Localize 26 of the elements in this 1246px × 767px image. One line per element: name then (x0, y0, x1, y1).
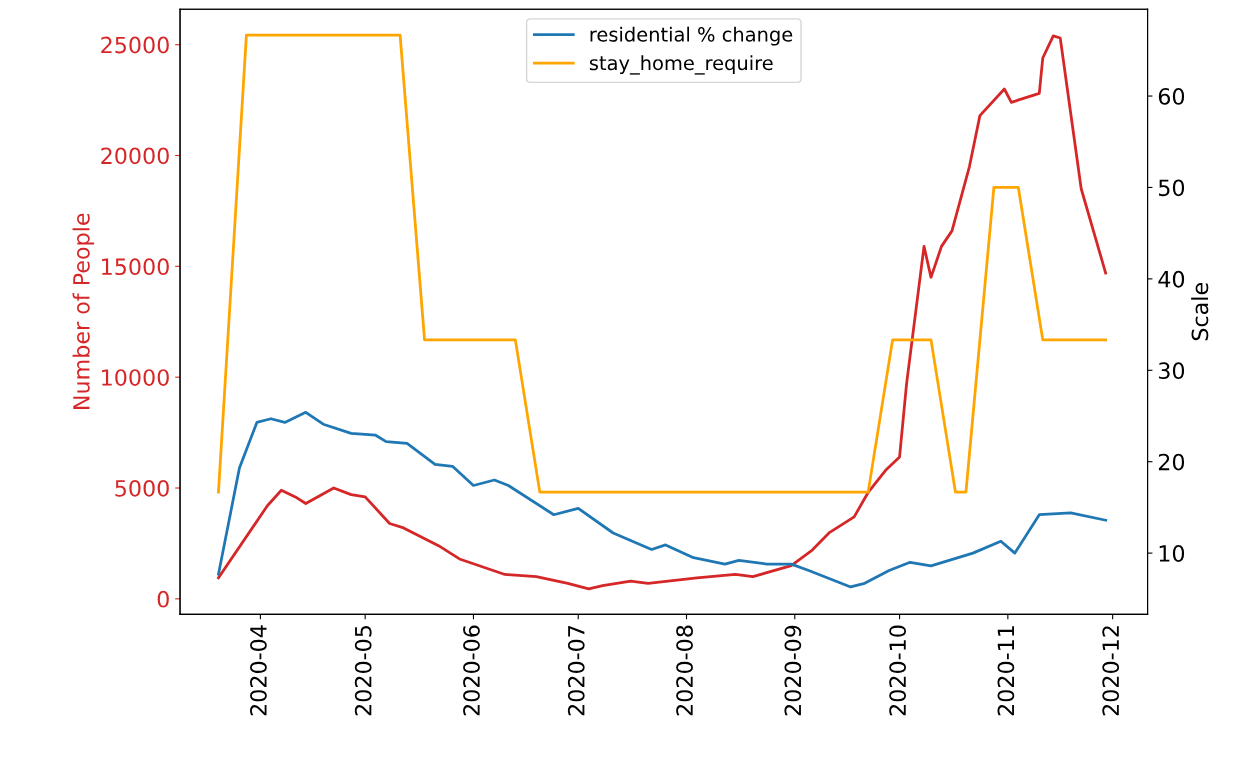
x-tick-label: 2020-05 (354, 626, 372, 716)
y-tick-label: 20000 (101, 147, 169, 165)
x-tick-label: 2020-12 (1102, 626, 1120, 716)
y2-tick-label: 40 (1158, 270, 1185, 288)
y2-tick-label: 20 (1158, 453, 1185, 471)
y2-tick-label: 60 (1158, 88, 1185, 105)
y-tick-label: 25000 (101, 36, 169, 54)
y-tick-label: 15000 (102, 258, 169, 276)
x-tick-label: 2020-07 (567, 625, 585, 716)
y-tick-label: 0 (157, 590, 169, 608)
y2-tick-label: 10 (1159, 545, 1185, 562)
y2-tick-label: 50 (1159, 179, 1185, 197)
line-series (217, 410, 1108, 589)
legend-label: stay_home_require (589, 55, 773, 75)
y2-tick-label: 30 (1158, 362, 1185, 380)
y-axis-title: Number of People (72, 213, 95, 409)
x-tick-label: 2020-11 (997, 626, 1015, 716)
x-tick-label: 2020-10 (889, 625, 907, 716)
x-tick-label: 2020-06 (463, 625, 480, 716)
y2-axis-title: Scale (1191, 283, 1209, 341)
x-tick-label: 2020-09 (784, 625, 802, 716)
y-tick-label: 10000 (102, 369, 169, 386)
y-tick-label: 5000 (115, 479, 169, 497)
x-tick-label: 2020-08 (676, 625, 693, 716)
x-tick-label: 2020-04 (250, 625, 267, 716)
legend-label: residential % change (590, 26, 793, 46)
